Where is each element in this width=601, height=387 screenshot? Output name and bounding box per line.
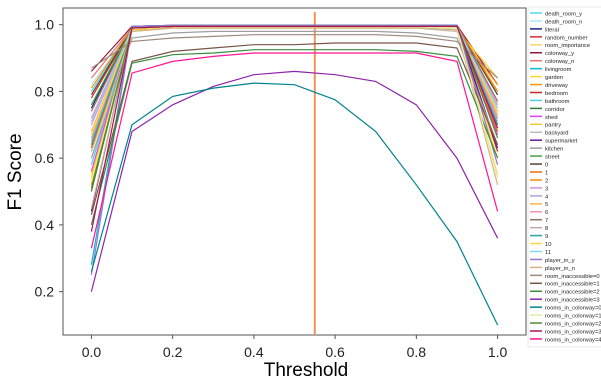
legend-label: death_room_n <box>545 19 582 25</box>
legend-label: rooms_in_colorway=0 <box>545 306 601 312</box>
legend-label: livingroom <box>545 67 572 73</box>
legend-label: player_in_y <box>545 258 575 264</box>
legend-label: driveway <box>545 83 568 89</box>
legend-label: rooms_in_colorway=1 <box>545 314 601 320</box>
legend-label: rooms_in_colorway=2 <box>545 321 601 327</box>
series-line-34 <box>90 42 499 216</box>
legend-label: 0 <box>545 162 548 168</box>
plot-area <box>62 7 527 336</box>
legend-label: room_inaccessible=1 <box>545 282 600 288</box>
legend-label: 5 <box>545 202 548 208</box>
series-line-17 <box>90 30 499 159</box>
x-axis-title: Threshold <box>264 360 349 381</box>
legend-label: 11 <box>545 250 551 256</box>
x-tick-label: 1.0 <box>488 344 508 360</box>
legend-label: room_inaccessible=2 <box>545 290 600 296</box>
y-tick-label: 0.8 <box>35 83 55 99</box>
y-tick-label: 0.6 <box>35 150 55 166</box>
y-tick-label: 0.4 <box>35 217 55 233</box>
y-tick-label: 1.0 <box>35 17 55 33</box>
legend-label: rooms_in_colorway=4 <box>545 337 601 343</box>
legend-label: literal <box>545 27 559 33</box>
legend-label: colorway_n <box>545 59 574 65</box>
x-tick-label: 0.4 <box>244 344 264 360</box>
legend-label: supermarket <box>545 139 578 145</box>
series-line-36 <box>90 70 499 292</box>
legend-label: 3 <box>545 186 548 192</box>
legend-label: room_inaccessible=3 <box>545 298 600 304</box>
legend-label: garden <box>545 75 563 81</box>
series-line-37 <box>90 82 499 326</box>
legend-label: rooms_in_colorway=3 <box>545 329 601 335</box>
legend-box <box>527 6 601 348</box>
legend-label: backyard <box>545 131 569 137</box>
legend-label: death_room_y <box>545 11 582 17</box>
x-tick-label: 0.0 <box>82 344 102 360</box>
x-tick-label: 0.8 <box>407 344 427 360</box>
series-line-35 <box>90 49 499 226</box>
series-line-31 <box>90 24 499 275</box>
legend-label: room_inaccessible=0 <box>545 274 600 280</box>
legend-label: 7 <box>545 218 548 224</box>
y-axis-title: F1 Score <box>5 133 26 210</box>
legend-label: shed <box>545 115 558 121</box>
legend-label: random_number <box>545 35 588 41</box>
x-tick-label: 0.6 <box>325 344 345 360</box>
series-line-32 <box>90 27 499 209</box>
legend-label: colorway_y <box>545 51 574 57</box>
legend-label: room_importance <box>545 43 590 49</box>
legend-label: 2 <box>545 178 548 184</box>
y-tick-label: 0.2 <box>35 284 55 300</box>
legend-label: street <box>545 155 560 161</box>
legend-label: bathroom <box>545 99 570 105</box>
x-tick-label: 0.2 <box>163 344 183 360</box>
legend-label: 9 <box>545 234 548 240</box>
legend-label: pantry <box>545 123 561 129</box>
legend-label: kitchen <box>545 147 563 153</box>
legend-label: 4 <box>545 194 549 200</box>
series-line-41 <box>90 52 499 249</box>
legend-label: bedroom <box>545 91 568 97</box>
legend-label: player_in_n <box>545 266 575 272</box>
legend-label: 10 <box>545 242 551 248</box>
legend-label: 8 <box>545 226 548 232</box>
legend-label: 1 <box>545 170 548 176</box>
series-line-33 <box>91 34 499 79</box>
series-line-40 <box>90 25 499 232</box>
legend-label: 6 <box>545 210 548 216</box>
legend-label: corridor <box>545 107 565 113</box>
